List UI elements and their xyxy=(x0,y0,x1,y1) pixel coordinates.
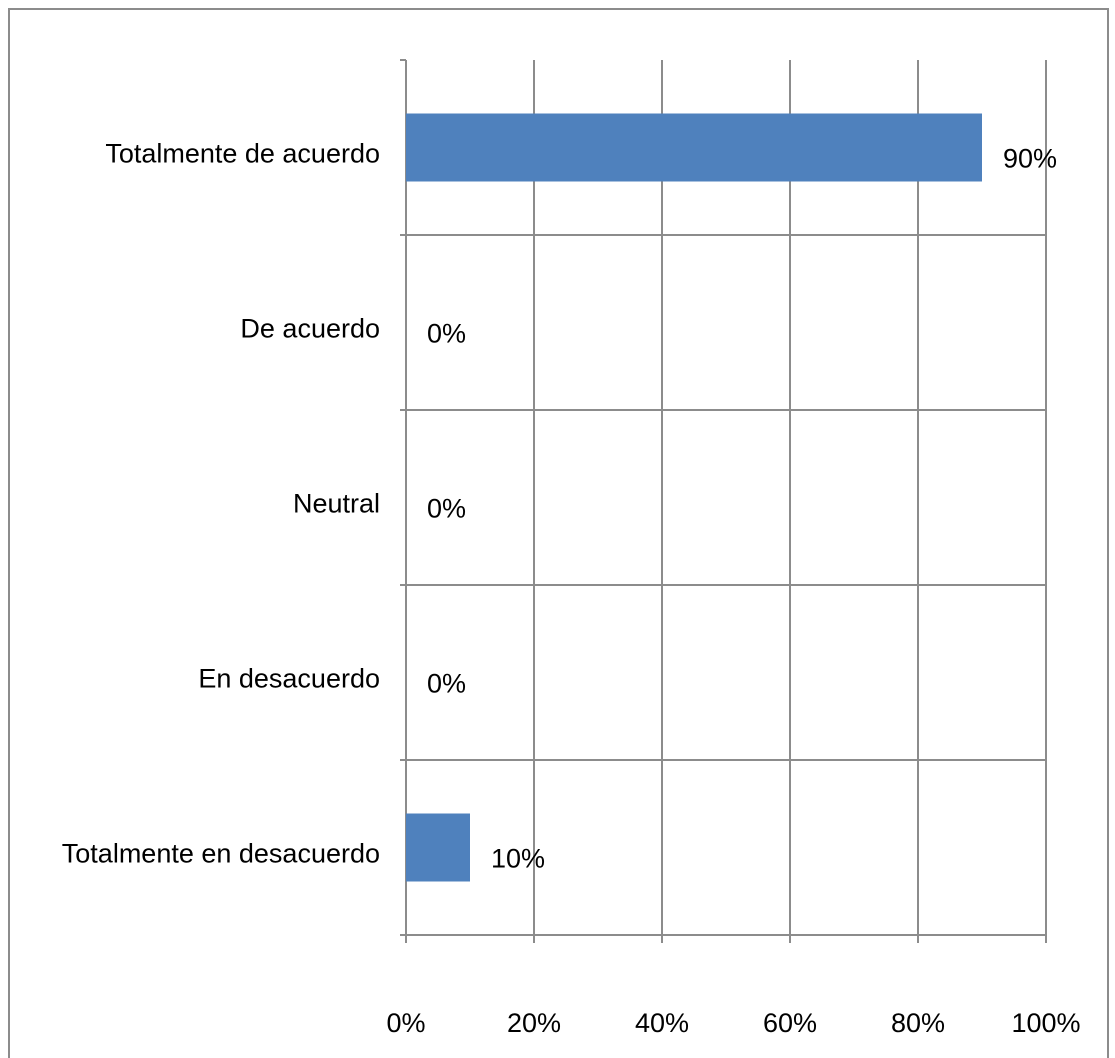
value-label: 0% xyxy=(427,669,466,699)
y-tick-label: Totalmente en desacuerdo xyxy=(62,839,380,869)
chart-frame xyxy=(8,8,1109,1058)
y-tick-label: Neutral xyxy=(293,489,380,519)
x-tick-label: 100% xyxy=(1011,1008,1080,1038)
bar xyxy=(406,113,982,182)
x-tick-label: 40% xyxy=(635,1008,689,1038)
x-tick-label: 60% xyxy=(763,1008,817,1038)
value-label: 0% xyxy=(427,494,466,524)
x-tick-label: 80% xyxy=(891,1008,945,1038)
value-label: 10% xyxy=(491,844,545,874)
value-label: 90% xyxy=(1003,144,1057,174)
y-tick-label: Totalmente de acuerdo xyxy=(105,139,380,169)
value-label: 0% xyxy=(427,319,466,349)
x-tick-label: 0% xyxy=(386,1008,425,1038)
y-tick-label: De acuerdo xyxy=(240,314,380,344)
y-tick-label: En desacuerdo xyxy=(198,664,380,694)
bar xyxy=(406,813,470,882)
x-tick-label: 20% xyxy=(507,1008,561,1038)
